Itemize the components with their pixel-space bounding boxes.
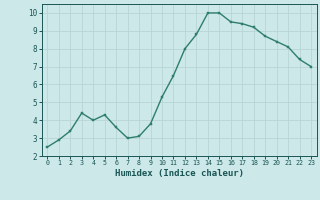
X-axis label: Humidex (Indice chaleur): Humidex (Indice chaleur) [115,169,244,178]
